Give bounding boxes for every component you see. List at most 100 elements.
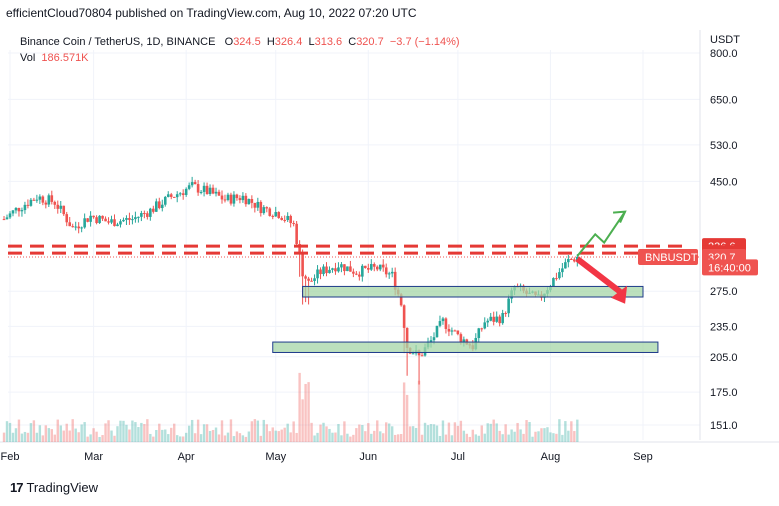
volume-bar — [390, 426, 394, 442]
candle-body — [149, 208, 152, 217]
volume-bar — [113, 435, 116, 442]
candle-body — [486, 320, 490, 323]
volume-bar — [149, 433, 152, 442]
volume-bar — [223, 435, 227, 442]
candle-body — [113, 219, 116, 227]
candle-body — [492, 316, 496, 322]
volume-bar — [161, 429, 164, 442]
volume-bar — [131, 420, 134, 442]
close-value: 320.7 — [356, 36, 384, 48]
candle-body — [325, 266, 328, 274]
candle-body — [26, 204, 30, 206]
volume-bar — [271, 427, 274, 442]
volume-bar — [41, 435, 45, 442]
candle-body — [268, 208, 272, 216]
volume-bar — [450, 435, 454, 442]
volume-bar — [322, 422, 325, 442]
volume-bar — [561, 434, 564, 442]
volume-bar — [489, 423, 492, 442]
candle-body — [567, 258, 570, 263]
candle-body — [169, 194, 173, 197]
candle-body — [155, 201, 158, 212]
candle-body — [444, 318, 448, 329]
volume-bar — [247, 431, 251, 442]
candle-body — [71, 226, 75, 228]
up-arrow-head-icon — [613, 210, 627, 224]
down-projection-line — [575, 256, 622, 295]
candles — [2, 176, 579, 385]
candle-body — [229, 194, 233, 204]
candle-body — [44, 202, 48, 205]
volume-bar — [393, 434, 397, 442]
candle-body — [223, 199, 227, 201]
candle-body — [187, 185, 191, 189]
candle-body — [32, 199, 36, 201]
volume-bar — [178, 436, 182, 442]
price-chart[interactable]: 800.0 650.0 530.0 450.0 275.0 235.0 205.0 175.0… — [0, 0, 779, 470]
volume-bar — [304, 383, 307, 442]
volume-bar — [355, 428, 358, 442]
candle-body — [316, 269, 319, 279]
volume-bar — [343, 421, 346, 442]
candle-body — [250, 199, 254, 203]
volume-bar — [2, 432, 6, 442]
x-tick-label: Apr — [178, 451, 195, 463]
x-tick-label: Feb — [1, 451, 20, 463]
candle-body — [462, 339, 466, 343]
x-tick-label: Sep — [633, 451, 653, 463]
candle-body — [163, 196, 167, 205]
symbol-name: Binance Coin / TetherUS, 1D, BINANCE — [20, 36, 216, 48]
symbol-tag-label: BNBUSDT — [645, 252, 698, 264]
volume-bar — [152, 436, 155, 442]
candle-body — [131, 219, 134, 221]
volume-bar — [250, 421, 254, 442]
candle-body — [110, 219, 113, 223]
volume-bar — [525, 420, 528, 442]
candle-body — [83, 218, 86, 228]
volume-bar — [325, 426, 328, 442]
candle-body — [301, 252, 304, 277]
volume-bar — [65, 423, 68, 442]
volume-bar — [68, 430, 71, 442]
candle-body — [134, 217, 137, 220]
candle-body — [289, 215, 292, 224]
x-tick-label: Mar — [84, 451, 103, 463]
volume-bar — [47, 428, 51, 442]
candle-body — [570, 258, 573, 260]
low-label: L — [308, 36, 315, 48]
volume-bar — [208, 430, 212, 442]
volume-bar — [555, 433, 558, 442]
candle-body — [283, 219, 286, 221]
candle-body — [175, 194, 179, 198]
tradingview-footer[interactable]: 17 TradingView — [10, 480, 98, 495]
candle-body — [349, 266, 352, 272]
volume-bar — [552, 433, 555, 442]
candle-body — [86, 218, 89, 222]
volume-bar — [537, 431, 540, 442]
volume-bar — [376, 420, 379, 442]
volume-bar — [456, 425, 460, 442]
volume-bar — [402, 382, 406, 442]
volume-bar — [193, 433, 197, 442]
volume-bar — [319, 424, 322, 442]
volume-bar — [480, 425, 483, 442]
volume-bar — [573, 431, 576, 442]
candle-body — [265, 207, 269, 209]
volume-bar — [471, 429, 475, 442]
candle-body — [92, 215, 95, 218]
candle-body — [166, 194, 170, 197]
candle-body — [435, 325, 439, 338]
candle-body — [116, 224, 119, 227]
resistance-lines — [8, 244, 700, 258]
volume-bar — [453, 422, 457, 442]
support-zone — [302, 285, 644, 298]
candle-body — [211, 187, 215, 194]
volume-bar — [277, 431, 280, 442]
candle-body — [23, 204, 27, 211]
up-projection-line — [576, 211, 626, 257]
candle-body — [119, 221, 122, 225]
volume-bar — [155, 429, 158, 442]
candle-body — [62, 205, 66, 215]
volume-bar — [104, 423, 107, 442]
support-zones — [272, 285, 659, 353]
